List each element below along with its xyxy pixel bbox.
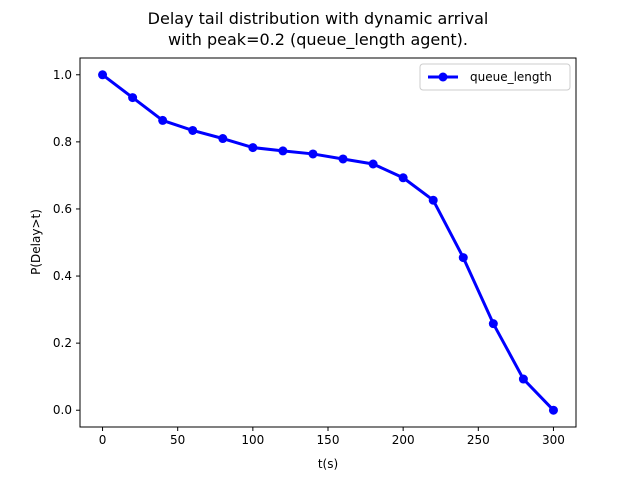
data-point [518, 374, 528, 384]
chart-title-line-2: with peak=0.2 (queue_length agent). [168, 30, 468, 50]
data-point [338, 154, 348, 164]
data-point [368, 159, 378, 169]
x-tick-label: 150 [317, 433, 340, 447]
y-tick-label: 0.6 [53, 202, 72, 216]
x-axis-label: t(s) [318, 457, 338, 471]
x-tick-label: 100 [241, 433, 264, 447]
legend-marker-swatch [438, 72, 448, 82]
y-tick-label: 1.0 [53, 68, 72, 82]
data-point [398, 173, 408, 183]
data-point [548, 405, 558, 415]
x-tick-label: 0 [99, 433, 107, 447]
y-tick-label: 0.2 [53, 336, 72, 350]
legend: queue_length [419, 63, 571, 91]
data-point [458, 253, 468, 263]
y-axis-label: P(Delay>t) [29, 209, 43, 275]
data-point [98, 70, 108, 80]
data-point [188, 125, 198, 135]
x-tick-label: 250 [467, 433, 490, 447]
data-point [248, 143, 258, 153]
data-point [428, 195, 438, 205]
data-point [158, 115, 168, 125]
legend-label-queue-length: queue_length [470, 70, 552, 84]
x-tick-label: 50 [170, 433, 185, 447]
plot-series [98, 70, 558, 415]
series-line-queue-length [101, 73, 555, 412]
data-point [128, 93, 138, 103]
chart-title-line-1: Delay tail distribution with dynamic arr… [148, 9, 489, 28]
y-tick-label: 0.8 [53, 135, 72, 149]
plot-area-frame [79, 57, 577, 428]
axis-ticks: 0 50 100 150 200 250 300 0.0 0.2 0.4 0.6 0.8 1.0 [53, 68, 565, 447]
data-point [218, 134, 228, 144]
y-tick-label: 0.4 [53, 269, 72, 283]
x-tick-label: 200 [392, 433, 415, 447]
data-point [278, 146, 288, 156]
legend-box [419, 63, 571, 91]
x-tick-label: 300 [542, 433, 565, 447]
data-point [308, 149, 318, 159]
y-tick-label: 0.0 [53, 403, 72, 417]
data-point [488, 319, 498, 329]
